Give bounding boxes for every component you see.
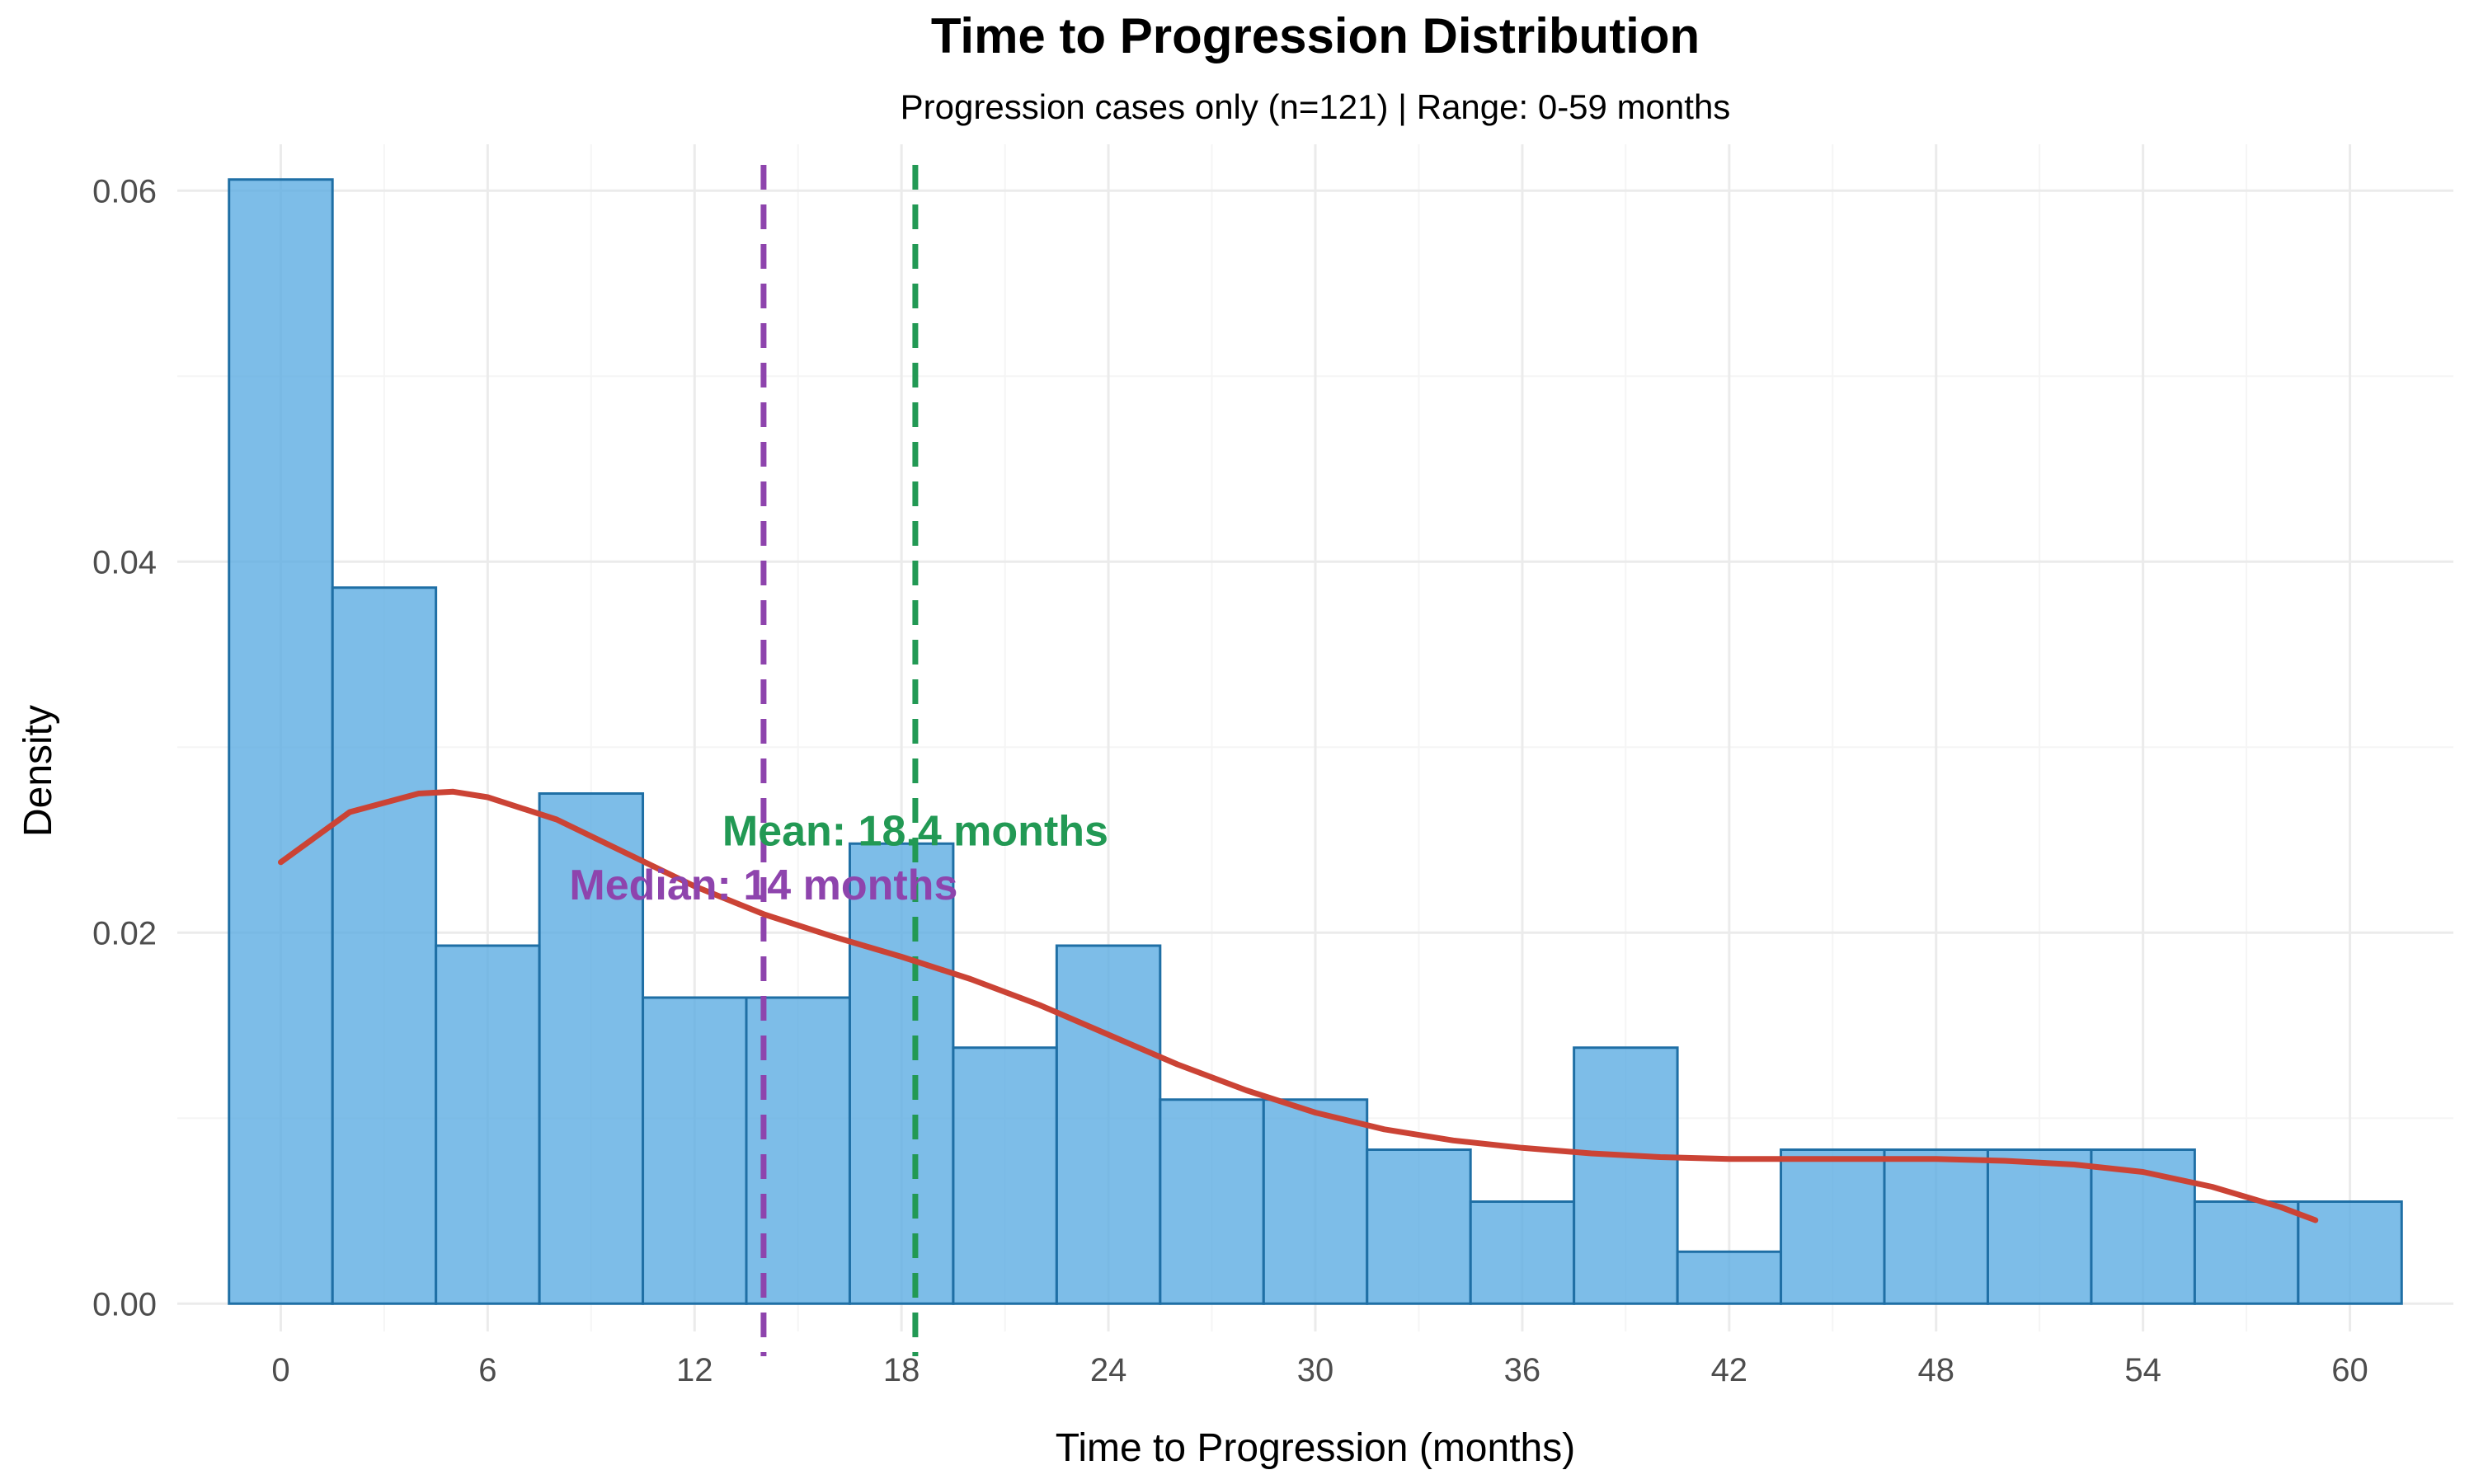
histogram-bar-9 xyxy=(1159,1098,1265,1305)
y-tick-label: 0.06 xyxy=(92,173,157,209)
histogram-bar-0 xyxy=(228,178,334,1305)
x-axis-label: Time to Progression (months) xyxy=(1056,1426,1575,1470)
x-tick-label: 36 xyxy=(1504,1352,1541,1388)
x-tick-label: 54 xyxy=(2124,1352,2161,1388)
histogram-bar-18 xyxy=(2090,1148,2196,1305)
y-tick-label: 0.02 xyxy=(92,915,157,951)
x-tick-label: 0 xyxy=(271,1352,289,1388)
x-tick-label: 42 xyxy=(1711,1352,1748,1388)
density-curve xyxy=(278,788,2319,1223)
x-tick-label: 60 xyxy=(2331,1352,2368,1388)
chart-title: Time to Progression Distribution xyxy=(931,8,1700,63)
chart-subtitle: Progression cases only (n=121) | Range: … xyxy=(901,87,1731,126)
x-tick-label: 18 xyxy=(883,1352,920,1388)
x-tick-label: 30 xyxy=(1297,1352,1334,1388)
histogram-bar-7 xyxy=(952,1046,1058,1305)
x-tick-label: 6 xyxy=(478,1352,496,1388)
median-label: Median: 14 months xyxy=(569,862,957,909)
histogram-bar-8 xyxy=(1055,944,1162,1305)
mean-label: Mean: 18.4 months xyxy=(722,808,1108,856)
histogram-bar-16 xyxy=(1883,1148,1989,1305)
y-axis-ticks: 0.00 0.02 0.04 0.06 xyxy=(92,173,157,1322)
annotations: Median: 14 months Mean: 18.4 months xyxy=(569,808,1108,909)
histogram-bar-6 xyxy=(848,842,955,1305)
y-tick-label: 0.00 xyxy=(92,1286,157,1322)
histogram-bar-4 xyxy=(642,996,748,1305)
y-axis-label: Density xyxy=(16,705,60,837)
histogram-bar-11 xyxy=(1366,1148,1472,1305)
histogram-bar-13 xyxy=(1573,1046,1679,1305)
x-tick-label: 12 xyxy=(676,1352,713,1388)
histogram-bar-15 xyxy=(1780,1148,1886,1305)
histogram-bar-14 xyxy=(1676,1250,1783,1305)
histogram-bars xyxy=(228,178,2403,1305)
histogram-bar-2 xyxy=(435,944,541,1305)
histogram-bar-12 xyxy=(1469,1200,1576,1305)
reference-lines xyxy=(760,165,919,1356)
y-tick-label: 0.04 xyxy=(92,544,157,580)
histogram-bar-17 xyxy=(1986,1148,2093,1305)
x-tick-label: 48 xyxy=(1917,1352,1954,1388)
histogram-bar-1 xyxy=(331,586,438,1305)
x-tick-label: 24 xyxy=(1090,1352,1127,1388)
density-curve-group xyxy=(278,788,2319,1223)
x-axis-ticks: 0 6 12 18 24 30 36 42 48 54 60 xyxy=(271,1352,2368,1388)
histogram-bar-10 xyxy=(1262,1098,1369,1305)
histogram-bar-19 xyxy=(2193,1200,2300,1305)
